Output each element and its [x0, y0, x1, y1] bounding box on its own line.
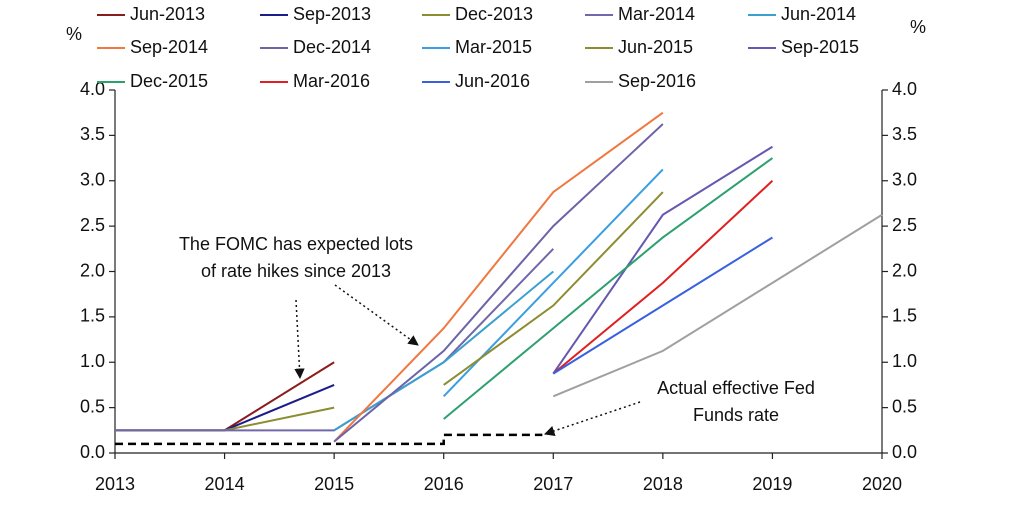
- legend-label: Jun-2015: [618, 37, 693, 57]
- annotation-arrow: [544, 401, 641, 436]
- x-tick-label: 2014: [205, 474, 245, 494]
- actual-line: [115, 433, 543, 446]
- series-line: [115, 248, 555, 432]
- annotation: of rate hikes since 2013: [201, 261, 391, 281]
- x-tick-label: 2020: [862, 474, 902, 494]
- y2-tick-label: 3.5: [892, 124, 917, 144]
- annotation: Funds rate: [693, 405, 779, 425]
- series-line: [552, 236, 773, 375]
- x-tick-label: 2015: [314, 474, 354, 494]
- series-line: [115, 384, 335, 432]
- legend-label: Jun-2016: [455, 71, 530, 91]
- annotation-arrow: [334, 284, 419, 346]
- y-tick-label: 1.0: [80, 351, 105, 371]
- legend-label: Mar-2016: [293, 71, 370, 91]
- y2-tick-label: 2.5: [892, 215, 917, 235]
- x-tick-label: 2017: [533, 474, 573, 494]
- y-tick-label: 0.0: [80, 442, 105, 462]
- legend-label: Sep-2015: [781, 37, 859, 57]
- y-tick-label: 3.5: [80, 124, 105, 144]
- series-line: [115, 406, 335, 432]
- series-line: [333, 270, 554, 432]
- y-tick-label: 0.5: [80, 396, 105, 416]
- legend-label: Mar-2014: [618, 4, 695, 24]
- legend-label: Jun-2013: [130, 4, 205, 24]
- y2-tick-label: 2.0: [892, 260, 917, 280]
- series-line: [443, 157, 774, 420]
- y-tick-label: 2.5: [80, 215, 105, 235]
- legend-label: Dec-2013: [455, 4, 533, 24]
- series-line: [443, 191, 664, 386]
- legend-label: Jun-2014: [781, 4, 856, 24]
- series-line: [552, 213, 883, 398]
- y-tick-label: 4.0: [80, 79, 105, 99]
- legend-label: Sep-2016: [618, 71, 696, 91]
- y2-tick-label: 4.0: [892, 79, 917, 99]
- x-tick-label: 2019: [752, 474, 792, 494]
- x-tick-label: 2013: [95, 474, 135, 494]
- y2-tick-label: 3.0: [892, 170, 917, 190]
- annotation-arrow: [294, 299, 305, 380]
- annotation: Actual effective Fed: [657, 378, 815, 398]
- legend-label: Sep-2013: [293, 4, 371, 24]
- legend-label: Sep-2014: [130, 37, 208, 57]
- legend-label: Dec-2015: [130, 71, 208, 91]
- y2-tick-label: 1.5: [892, 306, 917, 326]
- annotation: The FOMC has expected lots: [179, 234, 413, 254]
- y2-axis-label: %: [910, 17, 926, 37]
- x-tick-label: 2018: [643, 474, 683, 494]
- y-tick-label: 2.0: [80, 260, 105, 280]
- series-line: [115, 361, 335, 432]
- y-tick-label: 1.5: [80, 306, 105, 326]
- y-tick-label: 3.0: [80, 170, 105, 190]
- y2-tick-label: 0.5: [892, 396, 917, 416]
- y2-tick-label: 1.0: [892, 351, 917, 371]
- series-line: [333, 111, 664, 443]
- legend-label: Dec-2014: [293, 37, 371, 57]
- series-line: [333, 123, 664, 443]
- x-tick-label: 2016: [424, 474, 464, 494]
- legend-label: Mar-2015: [455, 37, 532, 57]
- y-axis-label: %: [66, 24, 82, 44]
- series-line: [552, 180, 774, 375]
- y2-tick-label: 0.0: [892, 442, 917, 462]
- series-line: [552, 145, 773, 375]
